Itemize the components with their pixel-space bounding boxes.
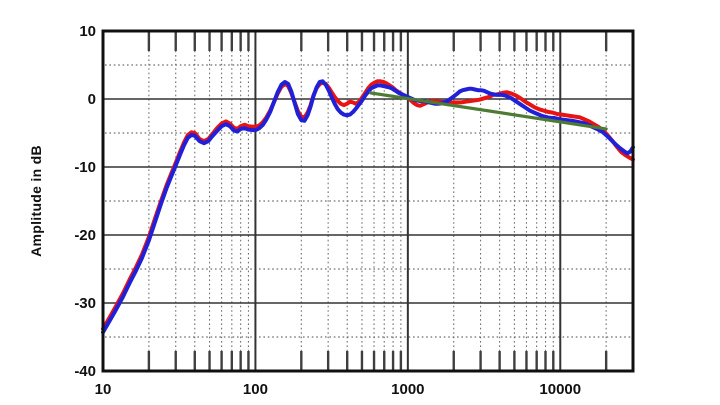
x-tick-label: 1000 [391,381,424,398]
y-tick-label: 0 [88,91,96,108]
y-tick-label: -30 [74,295,96,312]
y-tick-label: -10 [74,159,96,176]
x-tick-label: 10000 [539,381,581,398]
y-tick-label: 10 [79,23,96,40]
y-axis-title: Amplitude in dB [28,145,44,257]
plot-frame [101,29,635,373]
frequency-response-blue-curve [101,79,635,335]
x-tick-label: 100 [243,381,268,398]
reference-slope-green-curve [369,91,608,131]
x-tick-label: 10 [95,381,112,398]
y-tick-label: -40 [74,363,96,380]
y-tick-label: -20 [74,227,96,244]
